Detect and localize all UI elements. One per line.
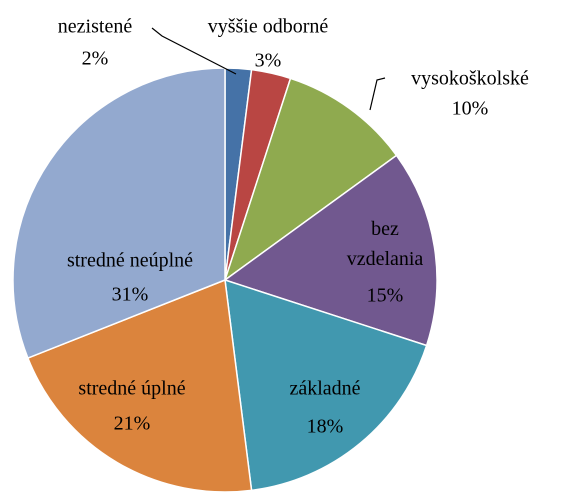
pie-slice [223,154,438,347]
category-label: nezistené [58,16,133,38]
value-label: 31% [112,284,149,306]
value-label: 10% [452,98,489,120]
value-label: 2% [82,48,109,70]
value-label: 21% [114,413,151,435]
category-label: bez vzdelania [347,218,424,270]
category-label: základné [289,378,360,400]
value-label: 3% [255,50,282,72]
pie-slice [12,67,226,360]
category-label: vyššie odborné [208,16,329,38]
pie-slice [224,278,428,492]
pie-slice [223,77,398,282]
leader-line [369,77,386,111]
category-label: stredné úplné [78,378,185,400]
value-label: 18% [307,416,344,438]
pie [12,67,438,492]
category-label: vysokoškolské [411,68,529,90]
category-label: stredné neúplné [67,250,193,272]
leader-line [151,27,237,75]
value-label: 15% [367,285,404,307]
